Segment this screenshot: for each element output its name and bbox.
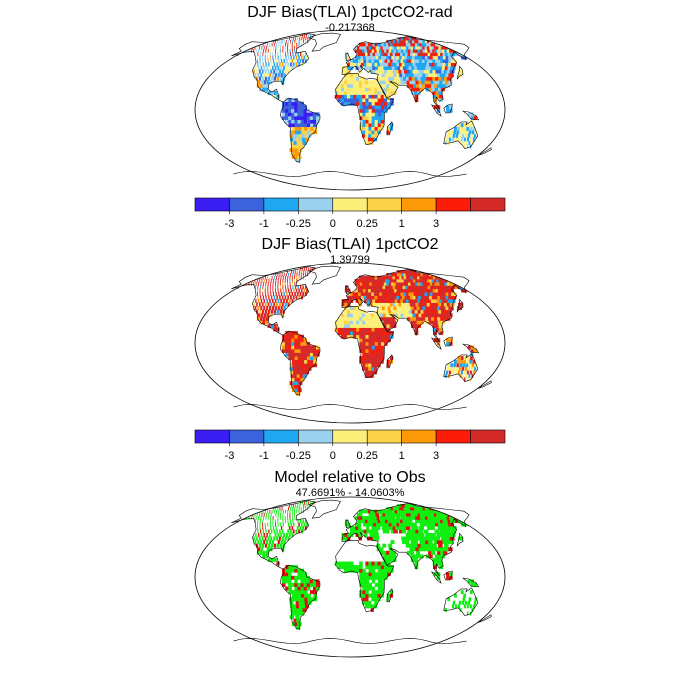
colorbar-box: [298, 429, 334, 444]
colorbar-1: -3 -1 -0.25 0 0.25 1 3: [194, 197, 506, 230]
uk-outline: [345, 52, 352, 61]
north-america-outline: [231, 266, 316, 336]
colorbar-label: 1: [399, 218, 405, 230]
sumatra-outline: [430, 337, 442, 350]
japan-outline: [456, 65, 464, 80]
colorbar-label: -1: [259, 218, 269, 230]
africa-outline: [335, 540, 395, 613]
data-cells: [237, 267, 490, 396]
colorbar-box: [401, 429, 437, 444]
japan-outline: [456, 298, 464, 313]
antarctica-coast: [233, 638, 467, 644]
sumatra-outline: [430, 571, 442, 584]
map-border: [194, 496, 506, 658]
data-cells: [237, 501, 490, 630]
colorbar-box: [194, 197, 230, 212]
japan-outline: [456, 532, 464, 547]
colorbar-box: [366, 197, 402, 212]
colorbar-label: -0.25: [286, 218, 311, 230]
antarctica-coast: [233, 171, 467, 177]
colorbar-label: -3: [225, 450, 235, 462]
coastlines: [231, 265, 492, 410]
colorbar-label: -1: [259, 450, 269, 462]
data-cells: [237, 34, 490, 163]
colorbar-box: [366, 429, 402, 444]
colorbar-box: [229, 197, 265, 212]
colorbar-box: [435, 429, 471, 444]
australia-outline: [443, 353, 479, 383]
colorbar-box: [401, 197, 437, 212]
colorbar-box: [332, 197, 368, 212]
colorbar-box: [194, 429, 230, 444]
greenland-outline: [308, 32, 341, 52]
coastlines: [231, 32, 492, 177]
madagascar-outline: [386, 354, 393, 369]
colorbar-label: 1: [399, 450, 405, 462]
colorbar-box: [470, 197, 506, 212]
africa-outline: [335, 306, 395, 379]
new-zealand-outline: [477, 147, 492, 156]
colorbar-2: -3 -1 -0.25 0 0.25 1 3: [194, 429, 506, 462]
new-guinea-outline: [462, 343, 480, 354]
south-america-outline: [280, 97, 321, 163]
north-america-outline: [231, 500, 316, 570]
colorbar-box: [263, 429, 299, 444]
panel1-title: DJF Bias(TLAI) 1pctCO2-rad: [247, 4, 453, 21]
colorbar-label: 0.25: [357, 450, 378, 462]
north-america-outline: [231, 33, 316, 103]
australia-outline: [443, 120, 479, 150]
colorbar-box: [470, 429, 506, 444]
new-guinea-outline: [462, 110, 480, 121]
new-zealand-outline: [477, 380, 492, 389]
borneo-outline: [443, 570, 453, 581]
eurasia-outline: [341, 35, 470, 110]
colorbar-box: [263, 197, 299, 212]
new-zealand-outline: [477, 614, 492, 623]
sumatra-outline: [430, 104, 442, 117]
map-panel-2: [194, 262, 506, 424]
colorbar-label: 0: [330, 218, 336, 230]
colorbar-label: 3: [433, 450, 439, 462]
uk-outline: [345, 519, 352, 528]
panel2-title: DJF Bias(TLAI) 1pctCO2: [261, 236, 439, 253]
colorbar-label: -0.25: [286, 450, 311, 462]
africa-outline: [335, 73, 395, 146]
colorbar-box: [435, 197, 471, 212]
panel3-title: Model relative to Obs: [274, 469, 426, 486]
map-border: [194, 262, 506, 424]
south-america-outline: [280, 330, 321, 396]
colorbar-label: -3: [225, 218, 235, 230]
borneo-outline: [443, 103, 453, 114]
madagascar-outline: [386, 121, 393, 136]
colorbar-box: [298, 197, 334, 212]
eurasia-outline: [341, 268, 470, 343]
madagascar-outline: [386, 588, 393, 603]
map-border: [194, 29, 506, 191]
colorbar-box: [332, 429, 368, 444]
panel1-subtitle: -0.217368: [325, 22, 375, 34]
greenland-outline: [308, 499, 341, 519]
coastlines: [231, 499, 492, 644]
colorbar-label: 0.25: [357, 218, 378, 230]
colorbar-box: [229, 429, 265, 444]
panel3-subtitle: 47.6691% - 14.0603%: [295, 487, 405, 499]
colorbar-label: 0: [330, 450, 336, 462]
antarctica-coast: [233, 404, 467, 410]
map-panel-3: [194, 496, 506, 658]
south-america-outline: [280, 564, 321, 630]
borneo-outline: [443, 336, 453, 347]
uk-outline: [345, 285, 352, 294]
map-panel-1: [194, 29, 506, 191]
eurasia-outline: [341, 502, 470, 577]
colorbar-label: 3: [433, 218, 439, 230]
new-guinea-outline: [462, 577, 480, 588]
greenland-outline: [308, 265, 341, 285]
australia-outline: [443, 587, 479, 617]
